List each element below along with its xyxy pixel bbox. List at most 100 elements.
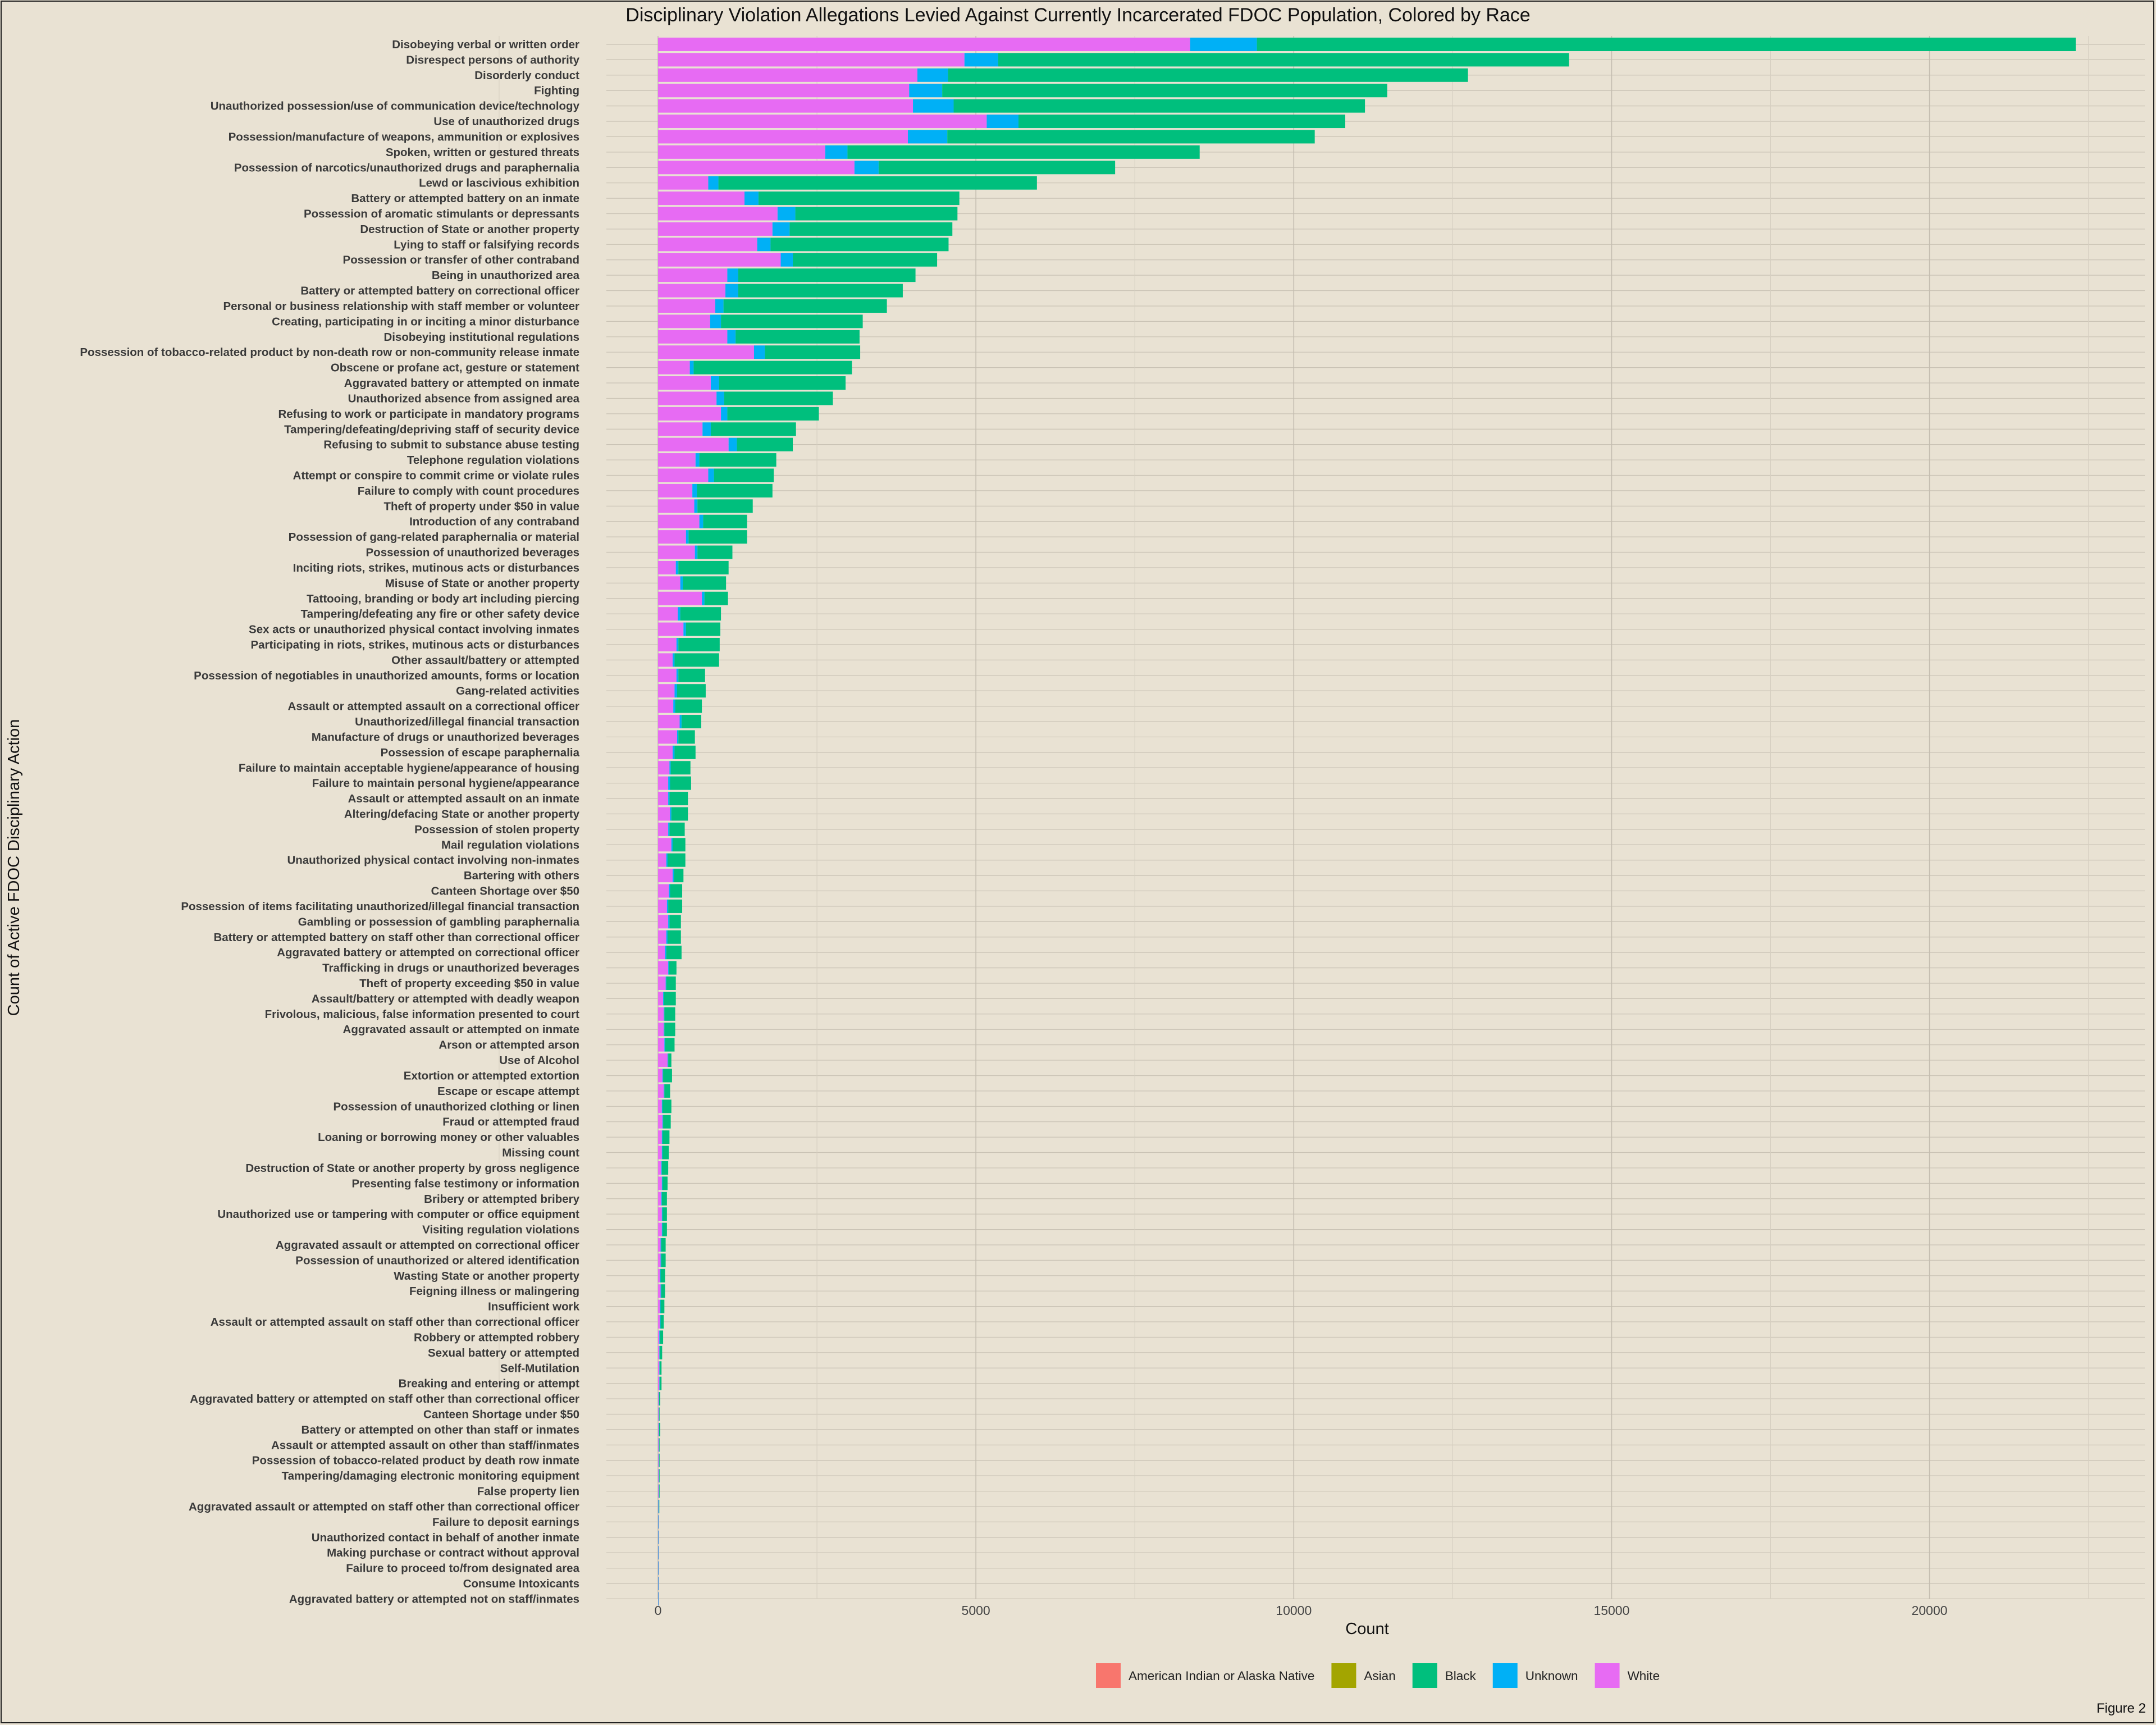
bar-segment-white [658, 1099, 662, 1114]
bar-segment-black [738, 284, 903, 298]
bar-segment-unknown [913, 99, 954, 113]
category-label: Possession of negotiables in unauthorize… [194, 669, 579, 682]
bar-segment-unknown [721, 407, 728, 421]
category-label: Aggravated assault or attempted on staff… [189, 1500, 579, 1513]
category-label: Unauthorized use or tampering with compu… [217, 1208, 579, 1221]
category-label: Assault or attempted assault on a correc… [288, 700, 579, 713]
bar-segment-unknown [671, 838, 673, 852]
category-label: Possession or transfer of other contraba… [343, 254, 579, 267]
category-label: Unauthorized contact in behalf of anothe… [312, 1531, 579, 1544]
category-label: Inciting riots, strikes, mutinous acts o… [293, 562, 579, 574]
bar-segment-white [658, 468, 709, 482]
bar-segment-white [658, 1484, 659, 1498]
bar-segment-black [719, 376, 846, 390]
x-tick-layer: 0 5000 10000 15000 20000 [655, 1603, 1948, 1618]
bar-segment-white [658, 776, 669, 790]
bar-segment-white [658, 1453, 659, 1467]
x-tick-label: 0 [655, 1603, 662, 1618]
bar-segment-white [658, 53, 965, 67]
bar-segment-black [789, 222, 953, 236]
bar-segment-white [658, 1330, 660, 1344]
category-label: Loaning or borrowing money or other valu… [318, 1131, 579, 1144]
bar-segment-unknown [661, 1130, 663, 1144]
bar-segment-unknown [674, 684, 677, 698]
bar-segment-black [662, 1146, 669, 1160]
bar-segment-white [658, 1161, 661, 1175]
bar-layer [658, 38, 2076, 1606]
category-label: Disobeying institutional regulations [383, 331, 579, 344]
category-label: Trafficking in drugs or unauthorized bev… [322, 962, 579, 975]
category-label: Tampering/defeating any fire or other sa… [301, 608, 579, 620]
bar-segment-unknown [669, 761, 671, 775]
bar-segment-white [658, 99, 913, 113]
bar-segment-unknown [676, 637, 679, 651]
bar-segment-unknown [668, 776, 670, 790]
category-label: Misuse of State or another property [385, 577, 580, 590]
bar-segment-black [661, 1284, 665, 1298]
bar-segment-black [659, 1484, 660, 1498]
bar-segment-white [658, 284, 726, 298]
bar-segment-white [658, 1207, 662, 1221]
bar-segment-white [658, 1192, 661, 1206]
category-label: Failure to maintain personal hygiene/app… [312, 777, 579, 790]
bar-segment-unknown [661, 1099, 663, 1114]
bar-segment-black [659, 1376, 662, 1390]
bar-segment-black [724, 391, 833, 405]
category-label: Tampering/defeating/depriving staff of s… [284, 423, 579, 436]
bar-segment-black [670, 761, 691, 775]
bar-segment-black [668, 1053, 672, 1067]
bar-segment-unknown [669, 884, 670, 898]
bar-segment-unknown [780, 253, 793, 267]
bar-segment-white [658, 1361, 660, 1375]
category-label: Possession of gang-related paraphernalia… [289, 531, 579, 544]
category-label: Arson or attempted arson [438, 1039, 579, 1052]
bar-segment-white [658, 591, 702, 605]
legend-item: Asian [1331, 1663, 1396, 1688]
category-label: Bartering with others [464, 869, 579, 882]
bar-segment-black [738, 268, 916, 282]
bar-segment-black [674, 653, 719, 667]
bar-segment-black [662, 1222, 667, 1236]
bar-segment-unknown [668, 915, 670, 929]
category-label: Battery or attempted battery on an inmat… [351, 192, 579, 205]
x-axis-title: Count [1345, 1620, 1388, 1638]
category-label: Assault or attempted assault on an inmat… [348, 792, 579, 805]
bar-segment-white [658, 1392, 659, 1406]
category-label: Disorderly conduct [474, 69, 579, 82]
bar-segment-white [658, 1376, 660, 1390]
bar-segment-white [658, 976, 666, 991]
bar-segment-white [658, 1315, 660, 1329]
category-label: Unauthorized absence from assigned area [348, 392, 580, 405]
bar-segment-unknown [673, 745, 675, 759]
legend-label: Asian [1364, 1669, 1395, 1683]
bar-segment-black [758, 191, 960, 206]
bar-segment-black [674, 745, 696, 759]
category-label: Missing count [502, 1147, 579, 1160]
category-label: Telephone regulation violations [407, 454, 579, 467]
bar-segment-white [658, 807, 670, 821]
legend-item: American Indian or Alaska Native [1096, 1663, 1314, 1688]
category-label: Aggravated battery or attempted on staff… [190, 1393, 579, 1405]
bar-segment-black [659, 1392, 660, 1406]
bar-segment-white [658, 1345, 660, 1359]
bar-segment-black [660, 1315, 664, 1329]
category-label: Participating in riots, strikes, mutinou… [250, 638, 579, 651]
category-label: Assault or attempted assault on staff ot… [211, 1316, 579, 1329]
bar-segment-unknown [907, 130, 948, 144]
bar-segment-unknown [986, 115, 1019, 129]
category-label: Sex acts or unauthorized physical contac… [249, 623, 579, 636]
bar-segment-white [658, 407, 721, 421]
bar-segment-unknown [699, 514, 704, 528]
bar-segment-unknown [909, 84, 943, 98]
bar-segment-black [660, 1330, 664, 1344]
legend-item: White [1595, 1663, 1660, 1688]
category-label: Canteen Shortage under $50 [423, 1408, 579, 1421]
bar-segment-black [736, 330, 860, 344]
bar-segment-white [658, 668, 677, 682]
chart-title: Disciplinary Violation Allegations Levie… [625, 4, 1530, 26]
bar-segment-white [658, 1299, 660, 1313]
bar-segment-white [658, 191, 744, 206]
bar-segment-black [661, 1161, 669, 1175]
category-label: Failure to comply with count procedures [358, 485, 579, 498]
bar-segment-unknown [678, 607, 680, 621]
